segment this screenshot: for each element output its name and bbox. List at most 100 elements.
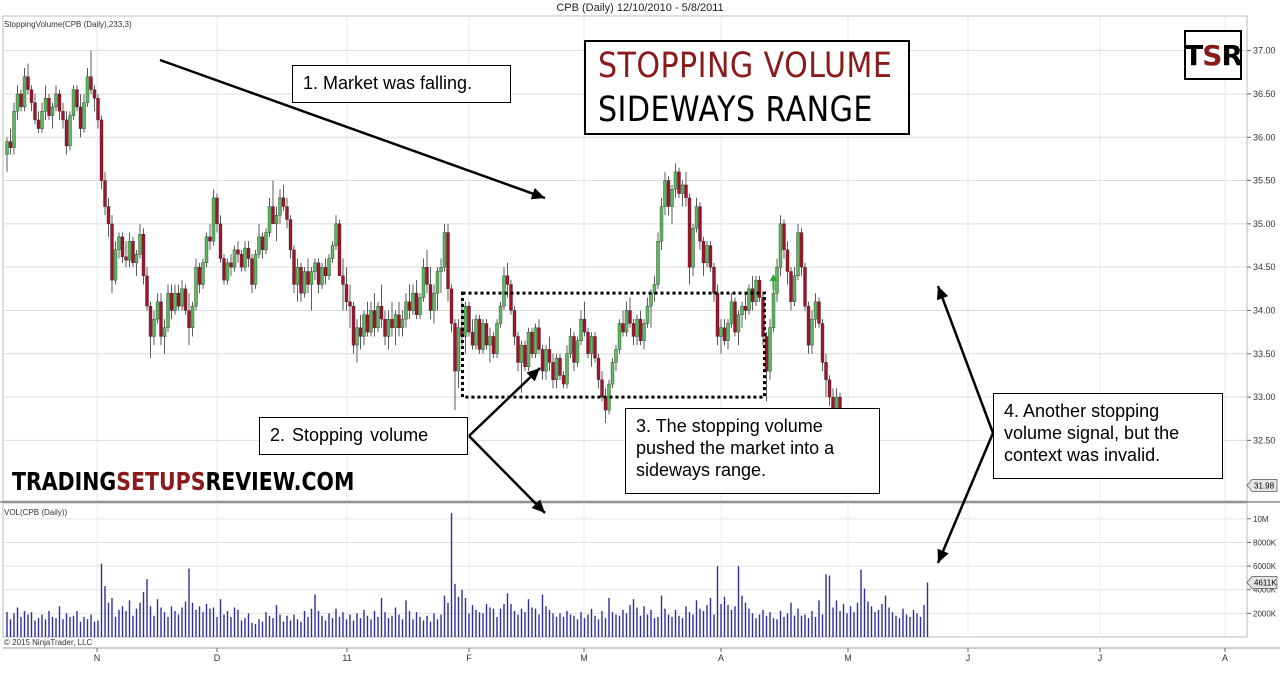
candle-body-down [733,301,737,333]
candle-body-up [778,223,783,268]
candle [22,67,27,112]
candle-body-down [239,253,244,268]
candle-body-down [558,357,562,376]
arrow-line [468,435,546,514]
candle-body-down [817,301,821,324]
candle-body-down [183,288,188,311]
axes: 32.50 33.00 33.50 34.00 34.50 35.00 35.50 36.00… [4,20,1278,663]
candle-body-down [26,76,30,90]
candle-body-down [477,318,482,350]
candle [757,275,762,302]
candle [26,63,30,94]
candle [449,284,454,333]
arrow-falling-market [159,58,546,200]
candle-body-up [617,323,622,350]
candle [376,301,380,333]
candle-body-up [204,236,209,264]
candle-body-up [85,76,90,103]
candle [33,93,37,125]
candle [89,50,93,94]
candle-body-down [33,102,37,121]
candle [491,332,496,359]
candle-body-down [425,266,429,285]
candle-body-up [232,249,237,268]
overlays [159,58,995,564]
candle [526,327,531,372]
badge-text: 31.98 [1254,481,1275,490]
candle [285,197,289,229]
candle [642,319,646,350]
candle-body-up [610,362,615,385]
candle [442,223,447,272]
candle [596,353,601,389]
candle-body-up [813,301,818,320]
candle [568,327,573,359]
candle-body-up [771,292,776,328]
candle-body-up [302,271,307,294]
candle [572,332,576,372]
candle-body-up [138,234,142,255]
candle [358,314,363,350]
candle [701,236,706,276]
candle-body-up [792,275,797,303]
candle [565,345,569,389]
candle [253,249,258,289]
volume-tick-label: 10M [1253,515,1269,524]
annotation-3: 3. The stopping volume pushed the market… [625,408,880,494]
candle [677,167,681,198]
candle-body-down [414,292,419,315]
candle-body-up [656,240,660,285]
candle-body-down [687,197,692,268]
candle [232,245,237,272]
candle [586,327,590,359]
candle [267,197,272,237]
candle [768,319,772,380]
candle [145,267,149,311]
candle [722,319,727,346]
candle-body-up [495,323,499,354]
candle-body-up [155,301,160,320]
candle-body-down [743,305,748,311]
candle-body-up [267,206,272,233]
candle [362,310,366,346]
time-tick-label: 11 [342,653,351,663]
price-tick-label: 32.50 [1253,435,1276,445]
candle [8,128,13,155]
candle [257,223,261,259]
candle-body-up [68,115,72,147]
candle-body-up [670,189,674,207]
candle [551,353,555,389]
candle [397,301,401,337]
candle [166,284,170,333]
candle [432,284,436,324]
candle-body-up [642,323,646,341]
candle-body-down [397,314,401,328]
candle-body-down [827,379,832,398]
candle [64,111,69,155]
candle-body-down [491,336,496,354]
candle-body-up [442,232,447,268]
candle-body-down [187,310,191,328]
candle-body-down [684,184,688,199]
candle-body-up [554,357,559,380]
candle-body-down [372,310,377,328]
candle [159,293,163,346]
title-line-2: SIDEWAYS RANGE [598,90,873,130]
candle [236,241,240,263]
last-price-badge: 31.98 [1246,479,1278,492]
candle-body-down [337,223,342,277]
time-tick-label: A [718,653,724,663]
candle-body-up [257,236,261,255]
candle-body-up [313,262,317,272]
candle-body-up [376,305,380,328]
candle [124,241,128,268]
sideways-range-box [461,291,766,399]
candle [523,340,527,372]
candle-body-down [600,379,604,398]
arrow-head [526,368,540,382]
candle-body-up [190,305,195,328]
candle-body-down [344,284,349,303]
candle-body-down [299,266,303,294]
candle [386,310,391,350]
candle-body-down [57,93,62,112]
